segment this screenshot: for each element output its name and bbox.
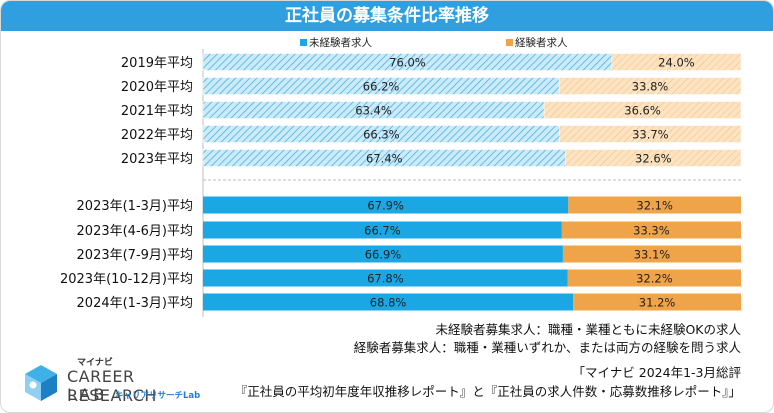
bar-experienced bbox=[567, 269, 741, 287]
bar-experienced bbox=[561, 221, 741, 239]
value-label-inexperienced: 67.8% bbox=[367, 272, 404, 286]
category-label: 2020年平均 bbox=[121, 80, 193, 95]
category-label: 2019年平均 bbox=[121, 56, 193, 71]
category-label: 2023年平均 bbox=[121, 152, 193, 167]
career-research-lab-logo: マイナビ CAREER RESEARCH LAB キャリアリサーチLab bbox=[19, 355, 219, 409]
value-label-inexperienced: 66.2% bbox=[363, 80, 400, 94]
bar-experienced bbox=[565, 149, 742, 167]
category-label: 2023年(10-12月)平均 bbox=[60, 272, 193, 287]
bar-experienced bbox=[611, 53, 742, 71]
chart-title: 正社員の募集条件比率推移 bbox=[1, 1, 773, 31]
value-label-experienced: 24.0% bbox=[658, 56, 695, 70]
category-label: 2022年平均 bbox=[121, 128, 193, 143]
source-line-1: 「マイナビ 2024年1-3月総評 bbox=[572, 365, 741, 380]
legend-label-experienced: 経験者求人 bbox=[515, 36, 568, 49]
bar-inexperienced bbox=[203, 269, 568, 287]
source-line-2: 『正社員の平均初年度年収推移レポート』と『正社員の求人件数・応募数推移レポート』… bbox=[234, 384, 741, 399]
category-label: 2023年(1-3月)平均 bbox=[77, 199, 193, 214]
legend: 未経験者求人 経験者求人 bbox=[300, 36, 568, 49]
legend-swatch-experienced bbox=[506, 39, 513, 46]
category-label: 2023年(7-9月)平均 bbox=[77, 248, 193, 263]
stacked-bar-chart: 未経験者求人 経験者求人 2019年平均 76.0% 24.0% 2020年平均 66.… bbox=[60, 36, 742, 317]
value-label-inexperienced: 66.9% bbox=[365, 248, 402, 262]
bar-experienced bbox=[559, 125, 742, 143]
logo-sub: キャリアリサーチLab bbox=[115, 391, 201, 401]
value-label-experienced: 33.7% bbox=[632, 128, 669, 142]
logo-line2: LAB bbox=[67, 385, 108, 404]
bar-inexperienced bbox=[203, 221, 562, 239]
value-label-experienced: 33.1% bbox=[634, 248, 671, 262]
value-label-experienced: 32.2% bbox=[636, 272, 673, 286]
legend-label-inexperienced: 未経験者求人 bbox=[309, 36, 372, 49]
value-label-inexperienced: 68.8% bbox=[370, 296, 407, 310]
value-label-inexperienced: 67.9% bbox=[367, 199, 404, 213]
value-label-experienced: 36.6% bbox=[624, 104, 661, 118]
value-label-inexperienced: 66.7% bbox=[364, 224, 401, 238]
bar-experienced bbox=[562, 245, 741, 263]
value-label-inexperienced: 67.4% bbox=[366, 152, 403, 166]
value-label-experienced: 33.3% bbox=[633, 224, 670, 238]
value-label-inexperienced: 76.0% bbox=[389, 56, 426, 70]
bar-experienced bbox=[573, 293, 741, 311]
bar-inexperienced bbox=[203, 196, 569, 214]
value-label-experienced: 33.8% bbox=[632, 80, 669, 94]
bar-experienced bbox=[543, 101, 742, 119]
logo-brand: マイナビ bbox=[77, 358, 113, 368]
bar-experienced bbox=[568, 196, 741, 214]
definition-inexperienced: 未経験者募集求人：職種・業種ともに未経験OKの求人 bbox=[435, 322, 741, 337]
value-label-inexperienced: 63.4% bbox=[355, 104, 392, 118]
bar-inexperienced bbox=[203, 293, 574, 311]
value-label-experienced: 31.2% bbox=[639, 296, 676, 310]
cube-logo-icon bbox=[25, 365, 57, 401]
bar-inexperienced bbox=[203, 245, 563, 263]
value-label-experienced: 32.1% bbox=[636, 199, 673, 213]
category-label: 2021年平均 bbox=[121, 104, 193, 119]
definition-experienced: 経験者募集求人：職種・業種いずれか、または両方の経験を問う求人 bbox=[353, 340, 741, 355]
value-label-inexperienced: 66.3% bbox=[363, 128, 400, 142]
value-label-experienced: 32.6% bbox=[635, 152, 672, 166]
logo-line1: CAREER RESEARCH bbox=[67, 367, 157, 405]
category-label: 2024年(1-3月)平均 bbox=[77, 296, 193, 311]
legend-swatch-inexperienced bbox=[300, 39, 307, 46]
category-label: 2023年(4-6月)平均 bbox=[77, 224, 193, 239]
bar-experienced bbox=[558, 77, 742, 95]
